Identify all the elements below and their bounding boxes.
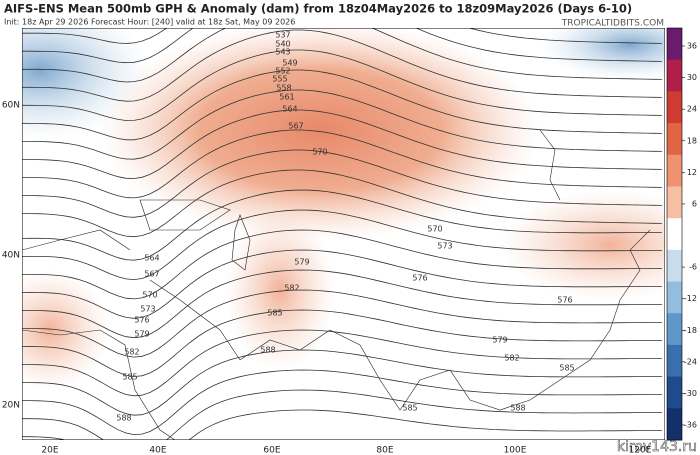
- colorbar-swatch: [667, 376, 682, 409]
- contour-line: [22, 209, 662, 281]
- colorbar-tick-label: -30: [684, 389, 697, 398]
- contour-label: 576: [412, 274, 427, 283]
- contour-label: 576: [557, 296, 572, 305]
- colorbar-swatch: [667, 91, 682, 124]
- contour-label: 570: [312, 148, 327, 157]
- contour-label: 579: [134, 330, 149, 339]
- colorbar-swatch: [667, 154, 682, 187]
- contour-label: 564: [144, 254, 159, 263]
- contour-line: [22, 29, 663, 102]
- contour-line: [22, 329, 662, 397]
- info: Init: 18z Apr 29 2026 Forecast Hour: [24…: [4, 18, 295, 27]
- contour-label: 579: [492, 336, 507, 345]
- lon-label: 100E: [504, 446, 527, 455]
- contour-label: 585: [402, 404, 417, 413]
- contour-label: 555: [272, 75, 287, 84]
- colorbar-tick-label: -36: [684, 421, 697, 430]
- contour-line: [22, 229, 662, 300]
- contour-label: 576: [134, 316, 149, 325]
- watermark: kirov143.ru: [617, 439, 697, 455]
- colorbar-swatch: [667, 218, 682, 251]
- contour-line: [22, 409, 662, 440]
- contour-line: [22, 49, 663, 121]
- colorbar-swatch: [667, 281, 682, 314]
- contour-label: 567: [144, 270, 159, 279]
- contour-label: 582: [124, 348, 139, 357]
- colorbar-tick-label: -6: [689, 263, 697, 272]
- colorbar-tick-label: -12: [684, 294, 697, 303]
- contour-line: [22, 249, 662, 319]
- colorbar-tick-label: 6: [692, 199, 697, 208]
- contour-label: 543: [275, 48, 290, 57]
- lon-label: 40E: [149, 446, 166, 455]
- colorbar-tick-label: -24: [684, 357, 697, 366]
- contour-line: [22, 289, 662, 358]
- colorbar-swatch: [667, 344, 682, 378]
- contour-label: 540: [275, 40, 290, 49]
- colorbar-frame: [666, 27, 683, 441]
- contour-line: [22, 28, 663, 44]
- contour-line: [22, 69, 663, 141]
- colorbar-swatch: [667, 59, 682, 92]
- contour-label: 573: [437, 242, 452, 251]
- contour-line: [22, 129, 663, 199]
- contour-label: 582: [504, 354, 519, 363]
- contour-label: 579: [294, 258, 309, 267]
- colorbar-swatch: [667, 123, 682, 156]
- contour-label: 549: [282, 59, 297, 68]
- colorbar-swatch: [667, 249, 682, 283]
- lon-label: 80E: [376, 446, 393, 455]
- contour-label: 585: [122, 373, 137, 382]
- lat-label: 40N: [2, 251, 20, 261]
- contour-label: 585: [559, 364, 574, 373]
- lon-label: 60E: [263, 446, 280, 455]
- colorbar-tick-label: 30: [687, 73, 697, 82]
- contour-line: [22, 109, 663, 179]
- colorbar-swatch: [667, 408, 682, 441]
- lat-label: 20N: [2, 401, 20, 411]
- contour-label: 582: [284, 284, 299, 293]
- contour-label: 588: [116, 414, 131, 423]
- colorbar-tick-label: 24: [687, 105, 697, 114]
- contour-label: 537: [275, 31, 290, 40]
- brand: TROPICALTIDBITS.COM: [561, 19, 664, 29]
- contour-line: [22, 149, 663, 218]
- contour-label: 570: [142, 291, 157, 300]
- contour-line: [22, 169, 663, 238]
- contour-label: 561: [279, 93, 294, 102]
- colorbar-swatch: [667, 313, 682, 346]
- contour-line: [22, 28, 663, 83]
- contour-line: [22, 309, 662, 377]
- contour-line: [22, 349, 662, 416]
- contour-label: 564: [282, 105, 297, 114]
- contour-label: 570: [427, 225, 442, 234]
- contour-label: 588: [260, 346, 275, 355]
- lat-label: 60N: [2, 101, 20, 111]
- contour-label: 567: [288, 122, 303, 131]
- contour-line: [22, 28, 663, 64]
- colorbar-swatch: [667, 28, 682, 61]
- contour-line: [22, 369, 662, 436]
- lon-label: 20E: [41, 446, 58, 455]
- colorbar-tick-label: 12: [687, 168, 697, 177]
- contour-line: [22, 89, 663, 160]
- lon-label: 120E: [629, 446, 652, 455]
- contour-line: [22, 189, 662, 261]
- contour-label: 552: [275, 67, 290, 76]
- contour-label: 558: [276, 84, 291, 93]
- contour-label: 573: [140, 305, 155, 314]
- title: AIFS-ENS Mean 500mb GPH & Anomaly (dam) …: [4, 2, 632, 16]
- colorbar-tick-label: 18: [687, 136, 697, 145]
- contour-line: [22, 269, 662, 339]
- contour-label: 588: [510, 404, 525, 413]
- contour-line: [22, 389, 662, 440]
- colorbar-tick-label: -18: [684, 326, 697, 335]
- colorbar-tick-label: 36: [687, 42, 697, 51]
- contour-label: 585: [267, 309, 282, 318]
- colorbar-swatch: [667, 186, 682, 219]
